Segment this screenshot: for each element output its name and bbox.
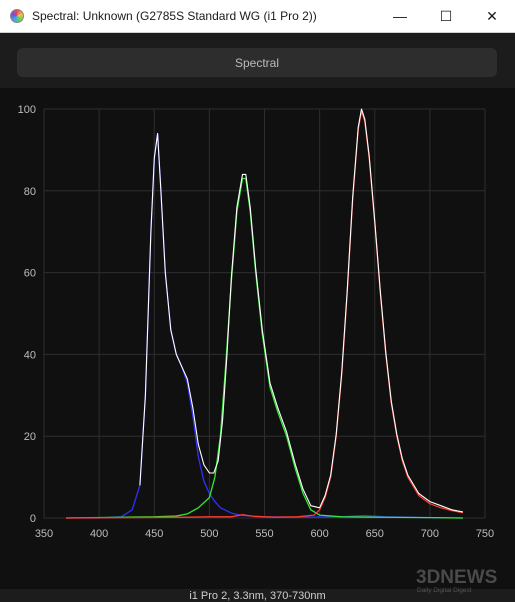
series-lines [65, 108, 464, 519]
window-controls: — ☐ ✕ [377, 0, 515, 32]
tick-labels: 350 400 450 500 550 600 650 700 750 0 20 40 60 80 100 [18, 104, 495, 540]
tab-spectral[interactable]: Spectral [17, 48, 497, 77]
x-tick-label: 550 [255, 528, 273, 540]
x-tick-label: 450 [145, 528, 163, 540]
y-tick-label: 20 [24, 431, 36, 443]
x-tick-label: 500 [200, 528, 218, 540]
maximize-button[interactable]: ☐ [439, 7, 453, 24]
y-tick-label: 60 [24, 268, 36, 280]
x-tick-label: 700 [421, 528, 439, 540]
y-tick-label: 0 [30, 513, 36, 525]
tab-spectral-label: Spectral [234, 55, 280, 70]
window-title: Spectral: Unknown (G2785S Standard WG (i… [32, 9, 317, 23]
watermark-brand: 3DNEWS [416, 567, 497, 588]
y-tick-label: 100 [18, 104, 36, 116]
chart-area: 350 400 450 500 550 600 650 700 750 0 20 40 60 80 100 [0, 88, 515, 589]
x-tick-label: 350 [35, 528, 53, 540]
window-content: Spectral 350 400 450 500 550 600 650 700 750 0 20 4… [0, 33, 515, 602]
x-tick-label: 400 [90, 528, 108, 540]
x-tick-label: 600 [310, 528, 328, 540]
spectral-chart: 350 400 450 500 550 600 650 700 750 0 20 40 60 80 100 [18, 104, 495, 540]
y-tick-label: 40 [24, 349, 36, 361]
app-icon [10, 9, 24, 23]
x-tick-label: 750 [476, 528, 494, 540]
minimize-button[interactable]: — [393, 8, 407, 24]
x-tick-label: 650 [366, 528, 384, 540]
title-bar: Spectral: Unknown (G2785S Standard WG (i… [0, 0, 515, 33]
grid [43, 108, 486, 519]
watermark-tagline: Daily Digital Digest [417, 587, 472, 594]
total-spectrum-line [139, 108, 464, 513]
watermark-logo: 3DNEWS Daily Digital Digest [416, 567, 497, 594]
y-tick-label: 80 [24, 186, 36, 198]
close-button[interactable]: ✕ [486, 7, 498, 24]
